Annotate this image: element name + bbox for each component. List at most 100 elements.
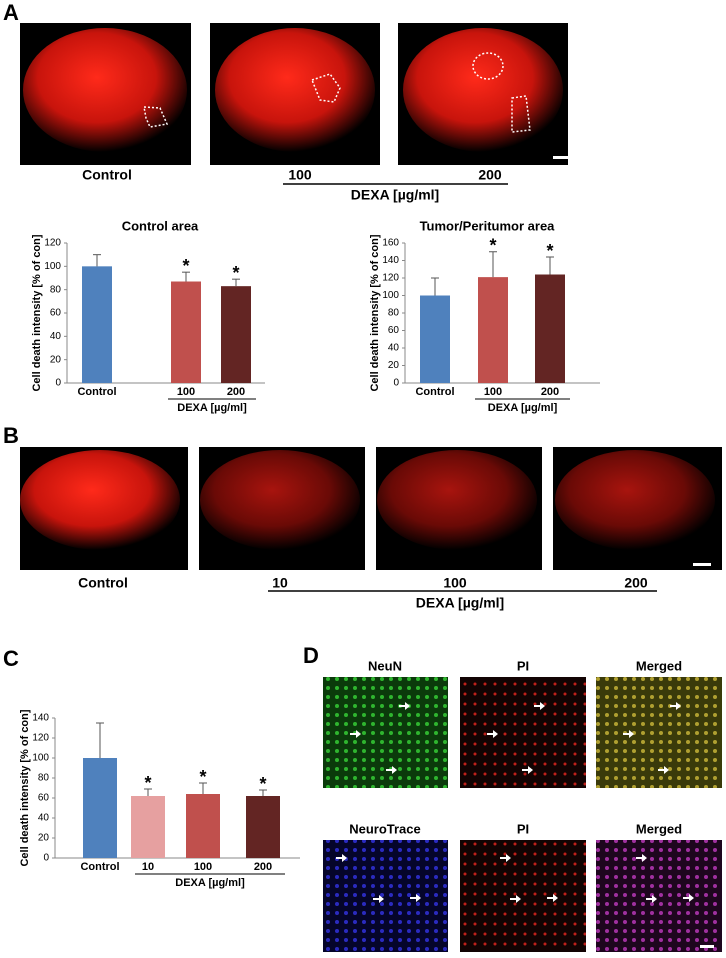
y-tick-label: 0 — [55, 378, 61, 389]
bar — [221, 286, 251, 383]
bar — [83, 758, 117, 858]
arrow — [683, 894, 694, 902]
x-tick-label: 100 — [484, 386, 502, 398]
group-label: DEXA [µg/ml] — [175, 877, 245, 889]
x-tick-label: 200 — [227, 386, 245, 398]
x-tick-label: 100 — [177, 386, 195, 398]
x-tick-label: 200 — [541, 386, 559, 398]
significance: * — [182, 256, 189, 276]
image — [596, 840, 722, 952]
arrow — [646, 895, 657, 903]
image-title: NeuN — [368, 658, 402, 673]
arrow — [399, 702, 410, 710]
y-tick-label: 40 — [38, 813, 50, 824]
bar — [420, 295, 450, 383]
image-slice — [403, 28, 563, 152]
group-label: DEXA [µg/ml] — [416, 595, 504, 611]
group-label: DEXA [µg/ml] — [351, 187, 439, 203]
image-title: Merged — [636, 821, 682, 836]
scale-bar — [693, 563, 711, 566]
y-tick-label: 40 — [50, 331, 62, 342]
significance: * — [259, 774, 266, 794]
scale-bar — [553, 156, 570, 159]
significance: * — [144, 773, 151, 793]
y-tick-label: 120 — [32, 733, 49, 744]
x-tick-label: 100 — [194, 861, 212, 873]
panel-label: D — [303, 643, 319, 668]
y-tick-label: 40 — [388, 343, 400, 354]
y-tick-label: 100 — [382, 290, 399, 301]
y-tick-label: 60 — [388, 325, 400, 336]
scale-bar — [700, 945, 714, 948]
image-slice — [555, 450, 715, 550]
image-title: PI — [517, 658, 529, 673]
y-tick-label: 120 — [382, 273, 399, 284]
y-tick-label: 100 — [32, 753, 49, 764]
y-tick-label: 0 — [393, 378, 399, 389]
significance: * — [199, 767, 206, 787]
chart-title: Tumor/Peritumor area — [420, 218, 556, 233]
x-tick-label: Control — [77, 386, 116, 398]
y-tick-label: 20 — [388, 360, 400, 371]
bar — [186, 794, 220, 858]
y-tick-label: 20 — [38, 833, 50, 844]
bar — [478, 277, 508, 383]
y-tick-label: 60 — [50, 308, 62, 319]
panel-label: A — [3, 0, 19, 25]
image — [323, 677, 448, 788]
caption: 200 — [624, 575, 648, 591]
outline — [311, 73, 341, 103]
y-tick-label: 80 — [388, 308, 400, 319]
arrow — [336, 854, 347, 862]
arrow — [510, 895, 521, 903]
y-tick-label: 60 — [38, 793, 50, 804]
image-slice — [200, 450, 360, 550]
y-tick-label: 120 — [44, 238, 61, 249]
caption: Control — [82, 167, 132, 183]
image-title: PI — [517, 821, 529, 836]
image — [460, 840, 586, 952]
caption: 10 — [272, 575, 288, 591]
arrow — [487, 730, 498, 738]
image-row — [20, 447, 722, 570]
arrow — [670, 702, 681, 710]
panel-label: C — [3, 646, 19, 671]
x-tick-label: Control — [80, 861, 119, 873]
x-tick-label: Control — [415, 386, 454, 398]
image-slice — [23, 28, 187, 152]
arrow — [410, 894, 421, 902]
image-slice — [215, 28, 375, 152]
group-label: DEXA [µg/ml] — [488, 402, 558, 414]
arrow — [658, 766, 669, 774]
arrow — [522, 766, 533, 774]
image — [596, 677, 722, 788]
significance: * — [546, 241, 553, 261]
arrows — [336, 702, 714, 948]
panel-label: B — [3, 423, 19, 448]
chart-title: Control area — [122, 218, 199, 233]
caption: Control — [78, 575, 128, 591]
significance: * — [232, 263, 239, 283]
arrow — [500, 854, 511, 862]
bar — [246, 796, 280, 858]
image-title: NeuroTrace — [349, 821, 421, 836]
outline — [511, 95, 531, 133]
x-tick-label: 200 — [254, 861, 272, 873]
bar — [535, 274, 565, 383]
y-tick-label: 20 — [50, 354, 62, 365]
arrow — [373, 895, 384, 903]
image-title: Merged — [636, 658, 682, 673]
y-axis-label: Cell death intensity [% of con] — [31, 234, 43, 391]
arrow — [547, 894, 558, 902]
y-tick-label: 80 — [38, 773, 50, 784]
caption: 100 — [288, 167, 312, 183]
image-slice — [20, 450, 180, 550]
significance: * — [489, 236, 496, 256]
outline — [472, 52, 504, 80]
arrow — [636, 854, 647, 862]
y-axis-label: Cell death intensity [% of con] — [369, 234, 381, 391]
image — [460, 677, 586, 788]
y-tick-label: 100 — [44, 261, 61, 272]
arrow — [534, 702, 545, 710]
